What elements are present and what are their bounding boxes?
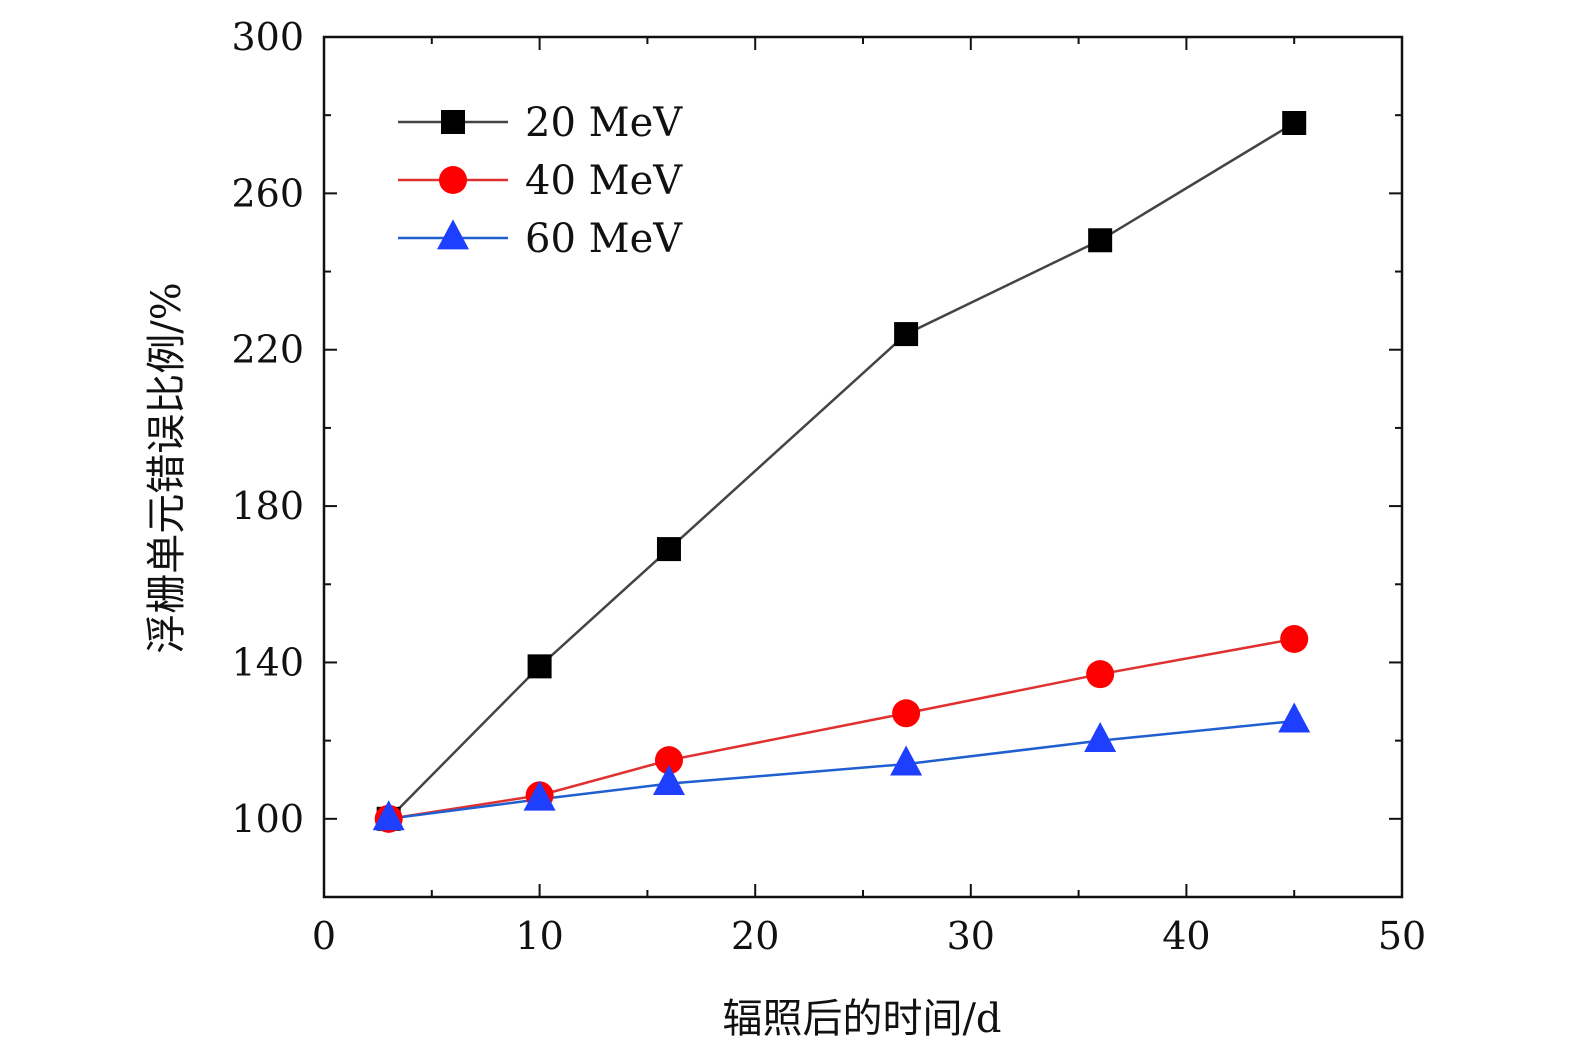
y-tick-label: 260 — [231, 171, 304, 215]
data-point-20-mev — [656, 537, 681, 562]
legend-label-40-mev: 40 MeV — [525, 158, 683, 204]
x-tick-label: 20 — [731, 914, 779, 958]
legend-marker-40-mev — [439, 166, 467, 194]
axes: 0 10 20 30 40 50 100 140 180 220 260 300 — [231, 15, 1426, 958]
data-point-60-mev — [890, 745, 923, 776]
data-point-40-mev — [892, 699, 921, 728]
data-point-20-mev — [527, 654, 552, 679]
y-tick-label: 180 — [231, 484, 304, 528]
x-axis-title: 辐照后的时间/d — [722, 996, 1001, 1042]
y-tick-label: 220 — [231, 328, 304, 372]
y-tick-label: 140 — [231, 640, 304, 684]
data-point-60-mev — [372, 800, 405, 831]
legend: 20 MeV 40 MeV 60 MeV — [398, 100, 683, 262]
y-axis-title: 浮栅单元错误比例/% — [144, 282, 190, 653]
plot-series — [372, 111, 1311, 833]
data-point-20-mev — [894, 322, 919, 347]
data-point-20-mev — [1088, 228, 1113, 253]
y-tick-label: 300 — [231, 15, 304, 59]
data-point-60-mev — [652, 765, 685, 796]
x-tick-label: 10 — [515, 914, 563, 958]
legend-marker-20-mev — [441, 110, 465, 134]
data-point-40-mev — [1086, 660, 1115, 689]
x-tick-label: 50 — [1378, 914, 1426, 958]
data-point-60-mev — [523, 780, 556, 811]
legend-marker-60-mev — [437, 219, 469, 250]
legend-label-20-mev: 20 MeV — [525, 100, 683, 146]
x-tick-label: 40 — [1162, 914, 1210, 958]
data-point-20-mev — [1282, 111, 1307, 135]
x-tick-label: 30 — [947, 914, 995, 958]
data-point-40-mev — [654, 746, 683, 775]
x-tick-label: 0 — [312, 914, 336, 958]
series-line-40-mev — [388, 637, 1295, 821]
data-point-40-mev — [1280, 625, 1309, 653]
data-point-60-mev — [1084, 722, 1117, 753]
series-line-20-mev — [387, 121, 1295, 820]
y-tick-label: 100 — [231, 797, 304, 841]
series-line-60-mev — [388, 719, 1295, 821]
data-point-60-mev — [1278, 702, 1311, 733]
legend-label-60-mev: 60 MeV — [525, 216, 683, 262]
